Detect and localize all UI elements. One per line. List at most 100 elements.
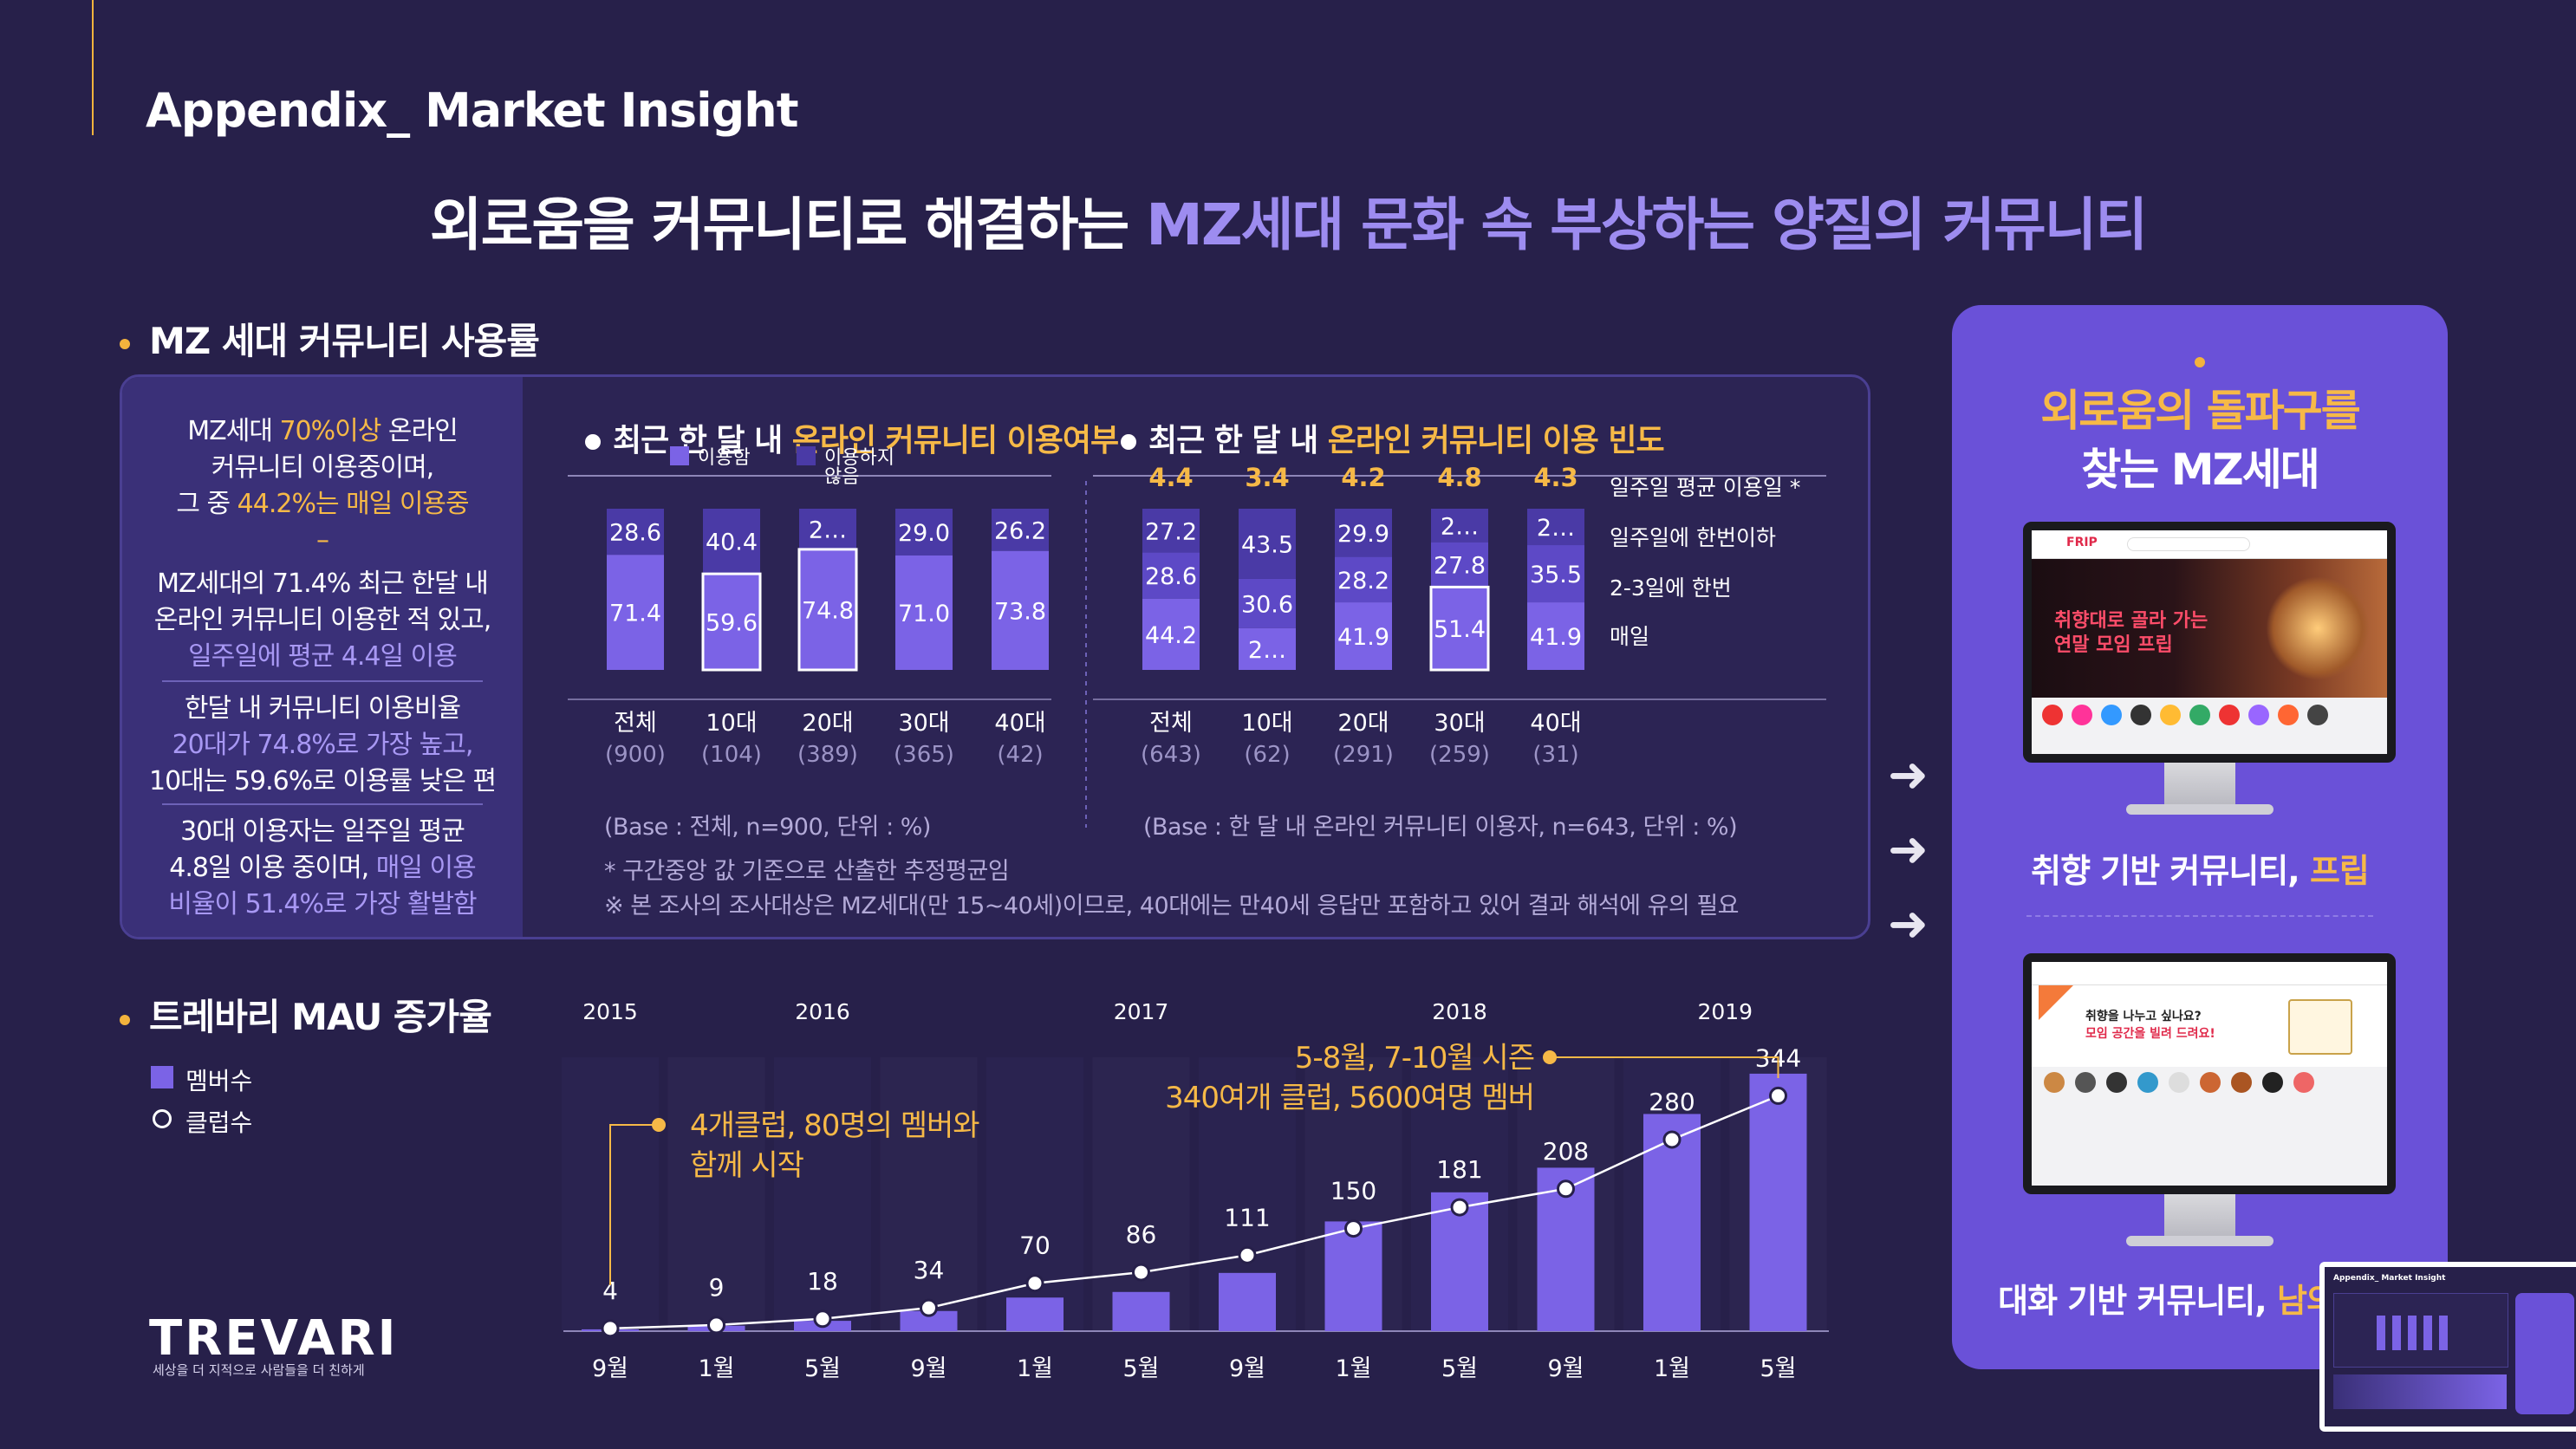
year-label: 2016 [795, 999, 850, 1024]
column-band [881, 1057, 978, 1331]
clubs-value-label: 150 [1330, 1177, 1376, 1205]
monitor-base [2126, 1236, 2274, 1246]
value-label: 28.6 [1145, 563, 1197, 590]
clubs-point [1134, 1264, 1149, 1280]
clubs-value-label: 70 [1019, 1231, 1051, 1260]
annotation-dot [1543, 1050, 1557, 1064]
category-label: 전체 [614, 710, 657, 737]
month-label: 1월 [1654, 1355, 1690, 1382]
value-label: 51.4 [1434, 616, 1486, 643]
base-label: (104) [701, 742, 762, 768]
base-label: (42) [997, 742, 1043, 768]
frip-category-row [2032, 698, 2387, 732]
avg-days-label: 3.4 [1245, 463, 1289, 492]
right-panel: 외로움의 돌파구를 찾는 MZ세대 FRIP 취향대로 골라 가는 연말 모임 프… [1952, 305, 2448, 1369]
year-label: 2018 [1432, 999, 1487, 1024]
category-label: 40대 [1530, 710, 1581, 737]
value-label: 71.0 [898, 601, 950, 627]
annotation-text: 함께 시작 [690, 1148, 804, 1183]
member-bar [1219, 1273, 1276, 1331]
value-label: 44.2 [1145, 622, 1197, 649]
slide-thumbnail[interactable]: Appendix_ Market Insight [2319, 1262, 2576, 1432]
clubs-value-label: 111 [1224, 1203, 1270, 1231]
member-bar [1113, 1292, 1170, 1331]
arrow-right-icon: ➜ [1888, 747, 1929, 803]
value-label: 43.5 [1241, 531, 1293, 558]
series-row-label: 일주일에 한번이하 [1610, 525, 1776, 550]
somoim-banner[interactable]: 취향을 나누고 싶나요? 모임 공간을 빌려 드려요! [2032, 985, 2387, 1067]
base-label: (389) [797, 742, 858, 768]
category-label: 20대 [1337, 710, 1389, 737]
category-label: 20대 [802, 710, 853, 737]
annotation-text: 340여개 클럽, 5600여명 멤버 [1165, 1081, 1534, 1115]
legend-used-swatch [670, 446, 689, 465]
member-bar [1006, 1297, 1064, 1331]
month-label: 9월 [1547, 1355, 1584, 1382]
somoim-category-row [2032, 1067, 2387, 1098]
survey-panel: MZ세대 70%이상 온라인 커뮤니티 이용중이며, 그 중 44.2%는 매일… [120, 374, 1870, 939]
frip-logo: FRIP [2066, 536, 2098, 549]
avg-days-label: 4.3 [1533, 463, 1577, 492]
value-label: 30.6 [1241, 591, 1293, 618]
clubs-value-label: 181 [1436, 1155, 1482, 1184]
value-label: 35.5 [1530, 562, 1582, 588]
value-label: 2… [1248, 637, 1286, 664]
base-label: (259) [1429, 742, 1490, 768]
footnote-estimate: * 구간중앙 값 기준으로 산출한 추정평균임 [604, 852, 1009, 886]
clubs-point [1346, 1221, 1362, 1237]
clubs-point [1771, 1088, 1786, 1103]
monitor-stand [2164, 1194, 2235, 1239]
value-label: 28.6 [609, 520, 661, 547]
month-label: 5월 [1760, 1355, 1796, 1382]
value-label: 28.2 [1337, 568, 1389, 595]
clubs-value-label: 208 [1543, 1137, 1589, 1166]
clubs-value-label: 86 [1126, 1220, 1157, 1249]
avg-days-label: 4.2 [1341, 463, 1385, 492]
category-label: 전체 [1149, 710, 1193, 737]
headline-part-a: 외로움을 커뮤니티로 해결하는 [430, 192, 1146, 258]
avg-days-label: 4.4 [1148, 463, 1193, 492]
clubs-value-label: 9 [709, 1273, 725, 1302]
clubs-point [921, 1300, 937, 1316]
series-row-label: 매일 [1610, 624, 1649, 649]
dot-icon [2195, 357, 2205, 367]
base-label: (643) [1141, 742, 1201, 768]
value-label: 41.9 [1337, 624, 1389, 651]
category-label: 30대 [1434, 710, 1485, 737]
month-label: 5월 [1441, 1355, 1478, 1382]
value-label: 71.4 [609, 601, 661, 627]
clubs-point [1027, 1276, 1043, 1291]
usage-section-title: MZ 세대 커뮤니티 사용률 [120, 312, 539, 365]
arrow-right-icon: ➜ [1888, 896, 1929, 952]
base-label: (291) [1333, 742, 1394, 768]
search-input[interactable] [2127, 537, 2250, 551]
right-heading: 외로움의 돌파구를 찾는 MZ세대 [1952, 381, 2448, 499]
value-label: 29.0 [898, 520, 950, 547]
clubs-point [1452, 1199, 1467, 1215]
trevari-tagline: 세상을 더 지적으로 사람들을 더 친하게 [153, 1361, 365, 1379]
frip-banner[interactable]: 취향대로 골라 가는 연말 모임 프립 [2032, 559, 2387, 698]
category-label: 10대 [1241, 710, 1292, 737]
value-label: 2… [1441, 513, 1479, 540]
page-headline: 외로움을 커뮤니티로 해결하는 MZ세대 문화 속 부상하는 양질의 커뮤니티 [0, 179, 2576, 262]
monitor-stand [2164, 763, 2235, 808]
value-label: 29.9 [1337, 521, 1389, 548]
legend-notused-label: 않음 [824, 466, 859, 488]
base-label: (62) [1244, 742, 1290, 768]
value-label: 2… [1537, 515, 1575, 542]
avg-days-row-label: 일주일 평균 이용일 * [1610, 475, 1800, 500]
value-label: 74.8 [802, 597, 854, 624]
clubs-point [1558, 1181, 1574, 1197]
chart2-base-note: (Base : 한 달 내 온라인 커뮤니티 이용자, n=643, 단위 : … [1143, 808, 1737, 841]
value-label: 26.2 [994, 517, 1046, 544]
base-label: (365) [894, 742, 954, 768]
headline-part-b: MZ세대 문화 속 부상하는 양질의 커뮤니티 [1146, 192, 2146, 258]
year-label: 2019 [1697, 999, 1753, 1024]
month-label: 9월 [1229, 1355, 1265, 1382]
value-label: 2… [809, 517, 847, 543]
accent-line [92, 0, 94, 135]
frip-screenshot: FRIP 취향대로 골라 가는 연말 모임 프립 [2023, 522, 2396, 763]
clubs-value-label: 280 [1649, 1088, 1695, 1116]
arrow-right-icon: ➜ [1888, 822, 1929, 878]
month-label: 9월 [910, 1355, 946, 1382]
